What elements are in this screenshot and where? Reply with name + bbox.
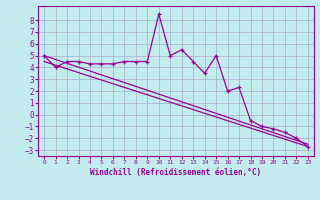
X-axis label: Windchill (Refroidissement éolien,°C): Windchill (Refroidissement éolien,°C): [91, 168, 261, 177]
